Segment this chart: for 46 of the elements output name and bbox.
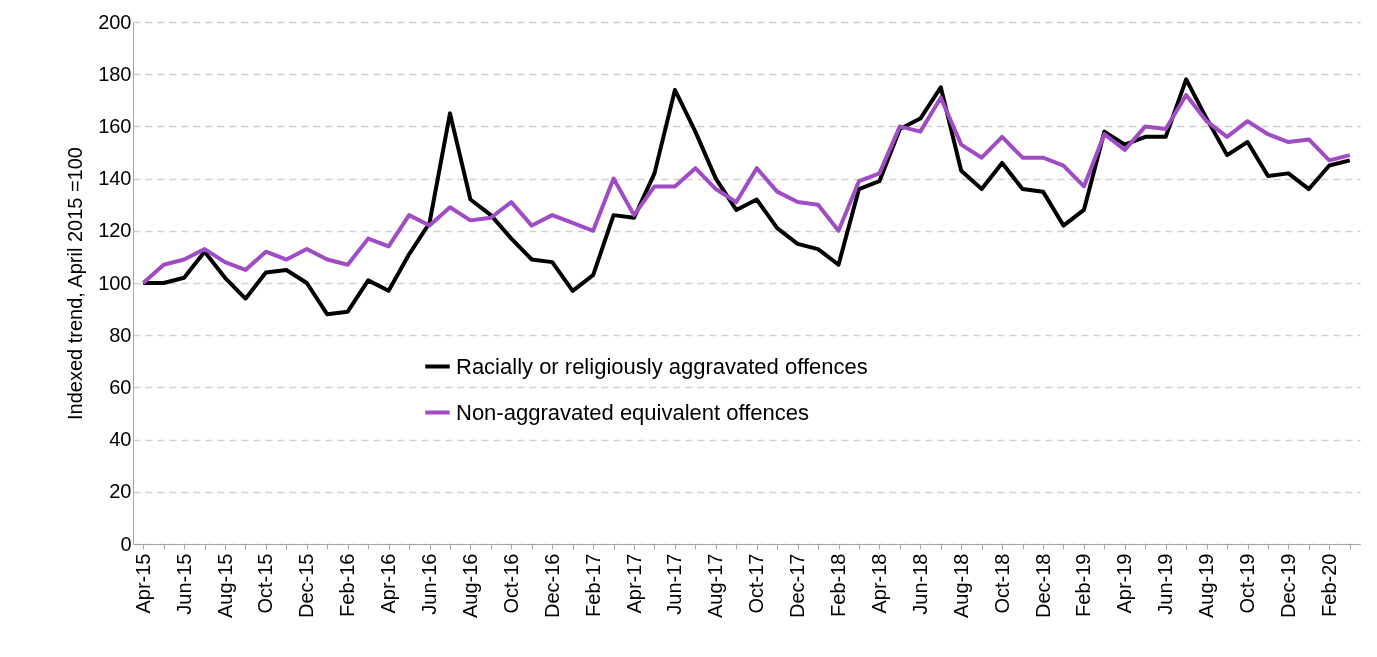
x-tick-label: Oct-19: [1236, 553, 1259, 614]
x-tick-label: Apr-19: [1113, 553, 1136, 614]
x-tick-label: Dec-15: [295, 553, 318, 618]
line-series: [141, 93, 1352, 285]
y-tick-label: 120: [98, 219, 132, 242]
y-axis-title: Indexed trend, April 2015 =100: [64, 147, 87, 420]
x-tick-label: Jun-17: [663, 553, 686, 615]
legend-label: Non-aggravated equivalent offences: [456, 399, 810, 425]
x-tick-label: Apr-17: [622, 553, 645, 614]
line-series: [141, 77, 1352, 317]
y-tick-label: 180: [98, 62, 132, 85]
x-tick-label: Oct-15: [254, 553, 277, 614]
x-tick-label: Oct-16: [499, 553, 522, 614]
y-tick-label: 200: [98, 10, 132, 33]
x-tick-label: Dec-19: [1276, 553, 1299, 618]
x-tick-label: Feb-18: [827, 553, 850, 617]
y-tick-label: 40: [109, 428, 132, 451]
x-tick-label: Dec-18: [1031, 553, 1054, 618]
y-tick-label: 20: [109, 480, 132, 503]
x-tick-label: Jun-18: [908, 553, 931, 615]
y-tick-label: 0: [120, 532, 132, 555]
x-tick-label: Oct-18: [990, 553, 1013, 614]
x-tick-label: Apr-15: [131, 553, 154, 614]
y-tick-label: 60: [109, 375, 132, 398]
x-tick-label: Dec-16: [540, 553, 563, 618]
x-tick-label: Aug-19: [1195, 553, 1218, 618]
y-tick-label: 140: [98, 167, 132, 190]
x-tick-label: Feb-16: [336, 553, 359, 617]
x-tick-label: Feb-19: [1072, 553, 1095, 617]
x-tick-label: Jun-15: [172, 553, 195, 615]
x-tick-label: Dec-17: [786, 553, 809, 618]
x-tick-label: Feb-20: [1317, 553, 1340, 617]
x-tick-label: Apr-16: [377, 553, 400, 614]
x-tick-label: Jun-16: [418, 553, 441, 615]
y-tick-label: 80: [109, 323, 132, 346]
y-tick-label: 100: [98, 271, 132, 294]
x-tick-label: Aug-16: [458, 553, 481, 618]
x-tick-label: Oct-17: [745, 553, 768, 614]
x-tick-label: Apr-18: [867, 553, 890, 614]
x-tick-label: Feb-17: [581, 553, 604, 617]
legend-label: Racially or religiously aggravated offences: [456, 353, 868, 379]
x-tick-label: Jun-19: [1154, 553, 1177, 615]
x-tick-label: Aug-17: [704, 553, 727, 618]
y-tick-label: 160: [98, 114, 132, 137]
x-tick-label: Aug-18: [949, 553, 972, 618]
x-tick-label: Aug-15: [213, 553, 236, 618]
